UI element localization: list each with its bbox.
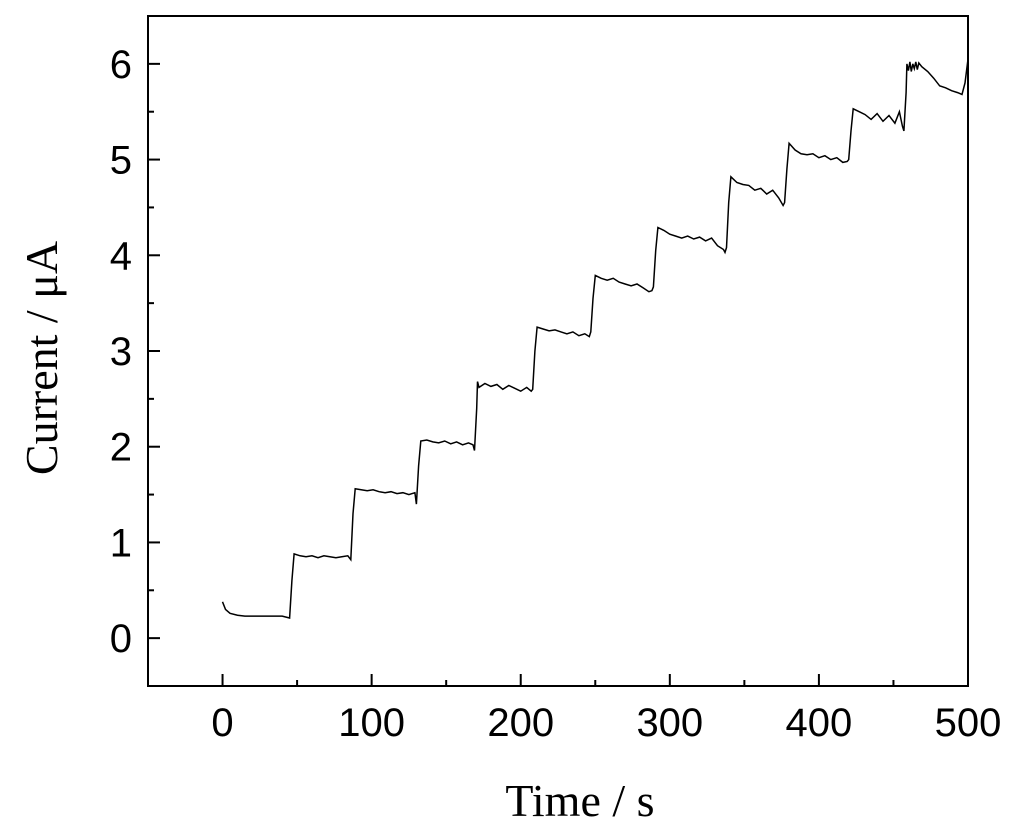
y-axis-title: Current / μA bbox=[16, 241, 67, 475]
x-tick-label: 200 bbox=[487, 701, 554, 745]
y-tick-label: 6 bbox=[110, 43, 132, 87]
y-tick-label: 1 bbox=[110, 521, 132, 565]
x-tick-label: 100 bbox=[338, 701, 405, 745]
current-series-line bbox=[221, 59, 969, 619]
y-tick-label: 0 bbox=[110, 617, 132, 661]
plot-frame bbox=[147, 15, 969, 687]
x-tick-label: 500 bbox=[935, 701, 1002, 745]
y-tick-label: 2 bbox=[110, 426, 132, 470]
y-tick-label: 5 bbox=[110, 139, 132, 183]
ticks bbox=[147, 62, 969, 687]
y-tick-label: 4 bbox=[110, 234, 132, 278]
x-tick-label: 0 bbox=[211, 701, 233, 745]
x-tick-label: 300 bbox=[636, 701, 703, 745]
x-tick-label: 400 bbox=[786, 701, 853, 745]
x-axis-title: Time / s bbox=[505, 775, 654, 826]
y-tick-label: 3 bbox=[110, 330, 132, 374]
tick-labels: 0 100 200 300 400 500 0 1 2 3 4 5 6 bbox=[110, 43, 1002, 745]
